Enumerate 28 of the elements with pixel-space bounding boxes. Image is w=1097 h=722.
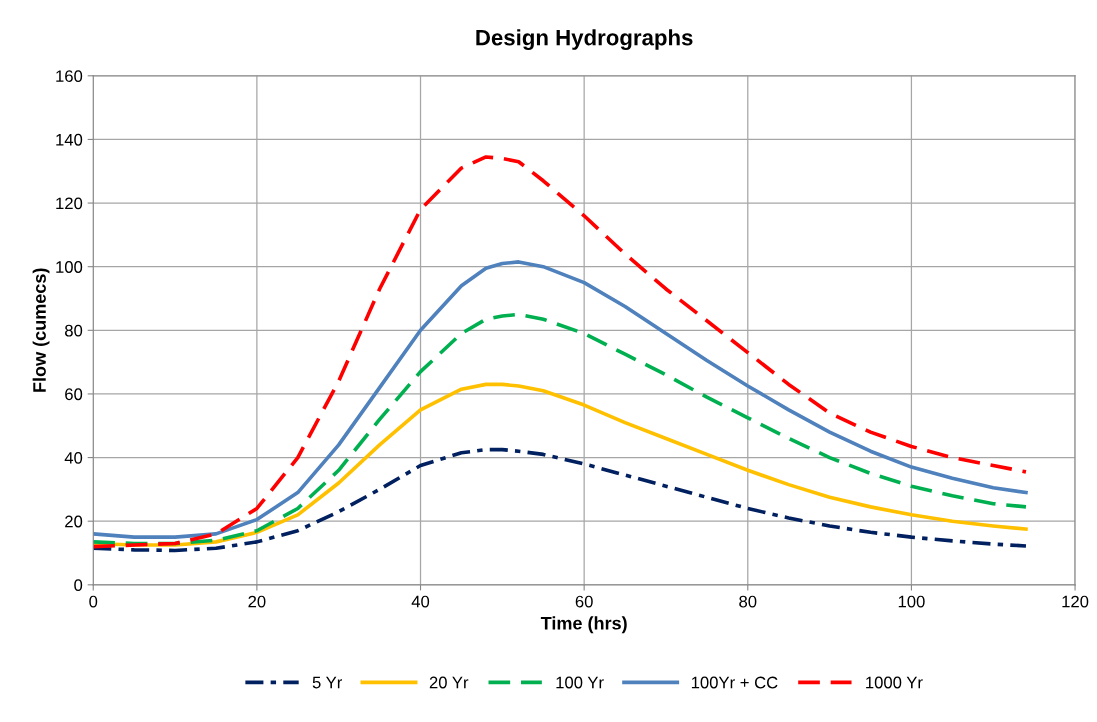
x-tick-label: 40: [411, 595, 430, 608]
line-series: [93, 260, 1028, 539]
x-tick-label: 0: [89, 595, 98, 608]
y-tick-label: 120: [56, 197, 83, 210]
y-tick-label: 140: [56, 133, 83, 146]
legend-label: 100 Yr: [556, 676, 604, 689]
y-tick-label: 80: [65, 324, 83, 337]
x-tick-label: 100: [898, 595, 925, 608]
chart-title: Design Hydrographs: [476, 29, 693, 50]
y-tick-label: 160: [56, 70, 83, 83]
legend-label: 1000 Yr: [866, 676, 923, 689]
line-series: [93, 447, 1028, 553]
legend-label: 100Yr + CC: [691, 676, 778, 689]
legend-label: 20 Yr: [429, 676, 469, 689]
x-tick-label: 80: [739, 595, 757, 608]
y-tick-label: 0: [74, 579, 83, 592]
y-axis-title: Flow (cumecs): [32, 268, 50, 392]
x-tick-label: 120: [1062, 595, 1089, 608]
legend-label: 5 Yr: [312, 676, 343, 689]
y-tick-label: 40: [64, 451, 83, 464]
x-tick-label: 60: [575, 595, 593, 608]
line-series: [93, 312, 1028, 546]
y-tick-label: 60: [65, 388, 83, 401]
line-series: [93, 155, 1028, 549]
x-tick-label: 20: [248, 595, 266, 608]
y-tick-label: 20: [65, 515, 83, 528]
x-axis-title: Time (hrs): [540, 616, 627, 634]
y-tick-label: 100: [56, 261, 83, 273]
